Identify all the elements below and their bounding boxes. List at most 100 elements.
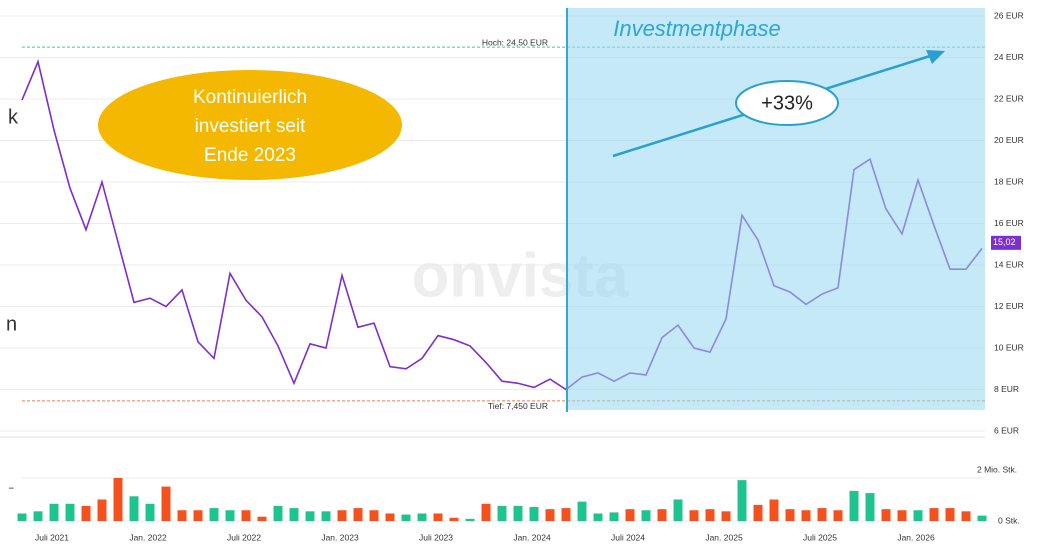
volume-bar — [897, 510, 907, 521]
volume-bar — [881, 509, 891, 521]
volume-bar — [593, 513, 603, 521]
volume-bar — [945, 508, 955, 521]
volume-bar — [545, 509, 555, 521]
callout-text: Ende 2023 — [204, 145, 296, 166]
y-tick-label: 8 EUR — [994, 384, 1019, 394]
volume-bar — [465, 518, 475, 521]
y-tick-label: 14 EUR — [994, 259, 1024, 269]
y-tick-label: 20 EUR — [994, 135, 1024, 145]
volume-bar — [145, 503, 155, 521]
volume-bar — [321, 511, 331, 521]
volume-bar — [529, 507, 539, 521]
volume-bar — [625, 509, 635, 521]
volume-bar — [481, 503, 491, 521]
left-fragment: - — [8, 476, 15, 498]
left-fragment: n — [6, 313, 17, 335]
investment-zone — [567, 8, 985, 410]
left-fragment: k — [8, 106, 19, 128]
volume-bar — [129, 496, 139, 521]
current-price-label: 15,02 — [993, 237, 1016, 247]
volume-bar — [865, 493, 875, 521]
x-tick-label: Jan. 2026 — [897, 532, 935, 542]
volume-bar — [785, 509, 795, 521]
current-price-box — [991, 235, 1021, 250]
gain-bubble — [735, 80, 839, 126]
y-tick-label: 18 EUR — [994, 176, 1024, 186]
volume-bar — [977, 515, 987, 521]
volume-bar — [753, 504, 763, 521]
volume-bar — [705, 509, 715, 521]
volume-bar — [641, 510, 651, 521]
volume-bar — [305, 511, 315, 521]
volume-bar — [673, 499, 683, 521]
y-tick-label: 16 EUR — [994, 218, 1024, 228]
volume-tick-label: 0 Stk. — [998, 515, 1020, 525]
volume-bar — [801, 510, 811, 521]
volume-bar — [161, 486, 171, 521]
volume-bar — [833, 510, 843, 521]
high-label: Hoch: 24,50 EUR — [482, 37, 548, 47]
x-tick-label: Jan. 2025 — [705, 532, 743, 542]
x-tick-label: Juli 2024 — [611, 532, 645, 542]
y-tick-label: 6 EUR — [994, 425, 1019, 435]
volume-bar — [97, 499, 107, 521]
x-tick-label: Jan. 2023 — [321, 532, 359, 542]
y-tick-label: 26 EUR — [994, 10, 1024, 20]
volume-bar — [65, 503, 75, 521]
volume-bar — [721, 511, 731, 521]
x-tick-label: Juli 2022 — [227, 532, 261, 542]
volume-bar — [209, 508, 219, 521]
volume-bar — [561, 508, 571, 521]
volume-bar — [433, 513, 443, 521]
volume-bar — [737, 480, 747, 521]
volume-bar — [961, 511, 971, 521]
y-tick-label: 12 EUR — [994, 301, 1024, 311]
volume-bar — [929, 508, 939, 521]
volume-bar — [81, 505, 91, 521]
volume-bar — [417, 513, 427, 521]
volume-bar — [337, 510, 347, 521]
volume-bar — [273, 505, 283, 521]
volume-bar — [17, 513, 27, 521]
arrow-head — [926, 50, 945, 64]
y-tick-label: 10 EUR — [994, 342, 1024, 352]
volume-bar — [769, 499, 779, 521]
x-tick-label: Juli 2023 — [419, 532, 453, 542]
y-tick-label: 24 EUR — [994, 52, 1024, 62]
volume-bar — [353, 508, 363, 521]
volume-bar — [49, 503, 59, 521]
callout-bubble — [98, 70, 402, 180]
volume-bar — [689, 510, 699, 521]
volume-bar — [849, 490, 859, 521]
volume-bar — [817, 508, 827, 521]
volume-bar — [497, 505, 507, 521]
volume-bar — [113, 478, 123, 521]
volume-tick-label: 2 Mio. Stk. — [977, 464, 1017, 474]
volume-bar — [449, 517, 459, 521]
volume-bar — [241, 510, 251, 521]
volume-bar — [609, 512, 619, 521]
volume-bar — [289, 508, 299, 521]
callout-text: investiert seit — [195, 116, 307, 137]
volume-bar — [177, 510, 187, 521]
volume-bar — [401, 514, 411, 521]
x-tick-label: Jan. 2022 — [129, 532, 167, 542]
volume-bar — [385, 513, 395, 521]
low-label: Tief: 7,450 EUR — [488, 401, 548, 411]
x-tick-label: Jan. 2024 — [513, 532, 551, 542]
volume-bar — [257, 516, 267, 521]
x-tick-label: Juli 2025 — [803, 532, 837, 542]
volume-bar — [193, 510, 203, 521]
x-tick-label: Juli 2021 — [35, 532, 69, 542]
phase-label: Investmentphase — [613, 16, 781, 41]
volume-bar — [33, 511, 43, 521]
volume-bar — [657, 509, 667, 521]
callout-text: Kontinuierlich — [193, 87, 307, 108]
volume-bar — [513, 505, 523, 521]
volume-bar — [577, 501, 587, 521]
volume-bar — [913, 510, 923, 521]
volume-bar — [369, 510, 379, 521]
volume-bar — [225, 510, 235, 521]
y-tick-label: 22 EUR — [994, 93, 1024, 103]
